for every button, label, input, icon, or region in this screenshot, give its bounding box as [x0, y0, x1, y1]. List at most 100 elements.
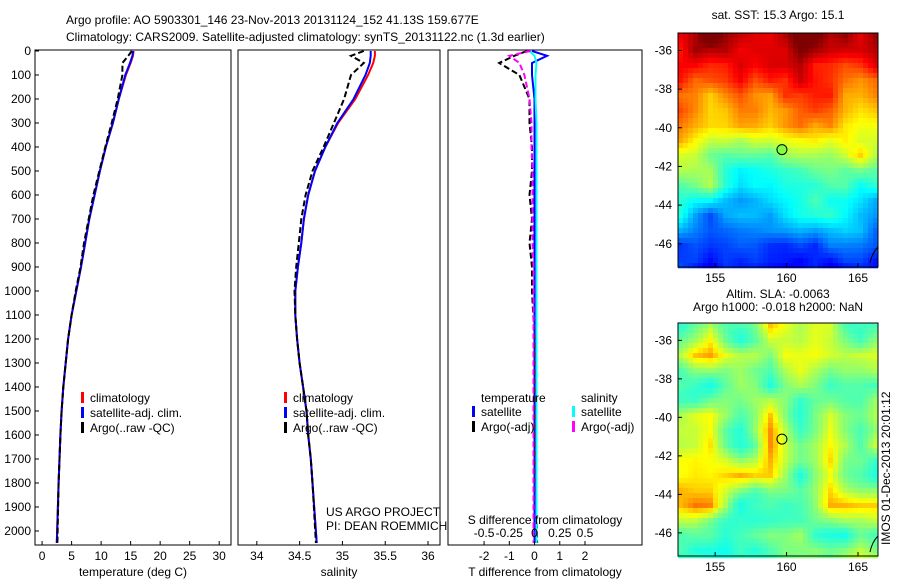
- map-cell: [803, 463, 809, 469]
- map-cell: [733, 163, 739, 169]
- map-cell: [858, 353, 864, 359]
- map-cell: [853, 208, 859, 214]
- map-cell: [778, 353, 784, 359]
- map-cell: [763, 468, 769, 474]
- map-cell: [693, 323, 699, 329]
- map-cell: [748, 363, 754, 369]
- map-cell: [708, 83, 714, 89]
- map-cell: [743, 228, 749, 234]
- map-cell: [818, 458, 824, 464]
- map-cell: [843, 193, 849, 199]
- map-cell: [743, 428, 749, 434]
- map-cell: [798, 458, 804, 464]
- map-cell: [863, 438, 869, 444]
- map-cell: [683, 338, 689, 344]
- map-cell: [863, 228, 869, 234]
- map-cell: [823, 533, 829, 539]
- map-cell: [678, 463, 684, 469]
- map-cell: [753, 63, 759, 69]
- map-cell: [838, 433, 844, 439]
- map-cell: [723, 168, 729, 174]
- map-cell: [768, 418, 774, 424]
- map-cell: [858, 198, 864, 204]
- map-cell: [843, 113, 849, 119]
- map-cell: [858, 398, 864, 404]
- map-cell: [758, 78, 764, 84]
- map-cell: [823, 333, 829, 339]
- map-cell: [793, 453, 799, 459]
- map-cell: [738, 108, 744, 114]
- x-tick-label: 1: [556, 549, 563, 563]
- map-cell: [703, 238, 709, 244]
- map-cell: [778, 58, 784, 64]
- map-cell: [853, 353, 859, 359]
- map-cell: [758, 253, 764, 259]
- map-cell: [813, 138, 819, 144]
- map-cell: [708, 428, 714, 434]
- map-cell: [733, 183, 739, 189]
- map-cell: [813, 338, 819, 344]
- map-cell: [748, 338, 754, 344]
- map-cell: [833, 183, 839, 189]
- map-cell: [728, 263, 734, 269]
- map-cell: [848, 338, 854, 344]
- map-cell: [778, 493, 784, 499]
- map-cell: [873, 513, 879, 519]
- map-cell: [818, 373, 824, 379]
- map-cell: [798, 153, 804, 159]
- map-cell: [678, 383, 684, 389]
- map-cell: [858, 403, 864, 409]
- map-cell: [718, 133, 724, 139]
- map-cell: [758, 143, 764, 149]
- map-cell: [748, 378, 754, 384]
- map-cell: [683, 168, 689, 174]
- y-tick-label: 800: [11, 236, 31, 250]
- map-cell: [718, 83, 724, 89]
- map-cell: [683, 538, 689, 544]
- map-cell: [818, 398, 824, 404]
- map-cell: [768, 423, 774, 429]
- map-cell: [748, 98, 754, 104]
- map-cell: [733, 488, 739, 494]
- map-cell: [778, 218, 784, 224]
- map-cell: [688, 473, 694, 479]
- map-cell: [853, 538, 859, 544]
- map-cell: [743, 388, 749, 394]
- map-cell: [803, 183, 809, 189]
- map-cell: [698, 123, 704, 129]
- map-cell: [808, 53, 814, 59]
- map-cell: [798, 258, 804, 264]
- map-cell: [798, 148, 804, 154]
- map-cell: [818, 123, 824, 129]
- y-tick-label: 600: [11, 188, 31, 202]
- map-cell: [748, 383, 754, 389]
- map-cell: [793, 68, 799, 74]
- map-cell: [733, 128, 739, 134]
- map-cell: [708, 153, 714, 159]
- map-cell: [843, 508, 849, 514]
- map-cell: [818, 48, 824, 54]
- map-cell: [863, 203, 869, 209]
- map-cell: [848, 178, 854, 184]
- map-cell: [763, 543, 769, 549]
- map-cell: [818, 383, 824, 389]
- map-cell: [868, 263, 874, 269]
- map-cell: [703, 223, 709, 229]
- map-cell: [698, 538, 704, 544]
- map-cell: [838, 83, 844, 89]
- map-cell: [708, 253, 714, 259]
- x-tick-label: 36: [421, 549, 435, 563]
- map-cell: [713, 338, 719, 344]
- map-cell: [723, 208, 729, 214]
- map-cell: [693, 258, 699, 264]
- map-cell: [788, 178, 794, 184]
- map-cell: [723, 248, 729, 254]
- map-cell: [843, 548, 849, 554]
- map-cell: [863, 418, 869, 424]
- map-cell: [798, 213, 804, 219]
- map-cell: [788, 253, 794, 259]
- map-cell: [833, 78, 839, 84]
- map-cell: [858, 453, 864, 459]
- map-cell: [728, 133, 734, 139]
- map-cell: [858, 193, 864, 199]
